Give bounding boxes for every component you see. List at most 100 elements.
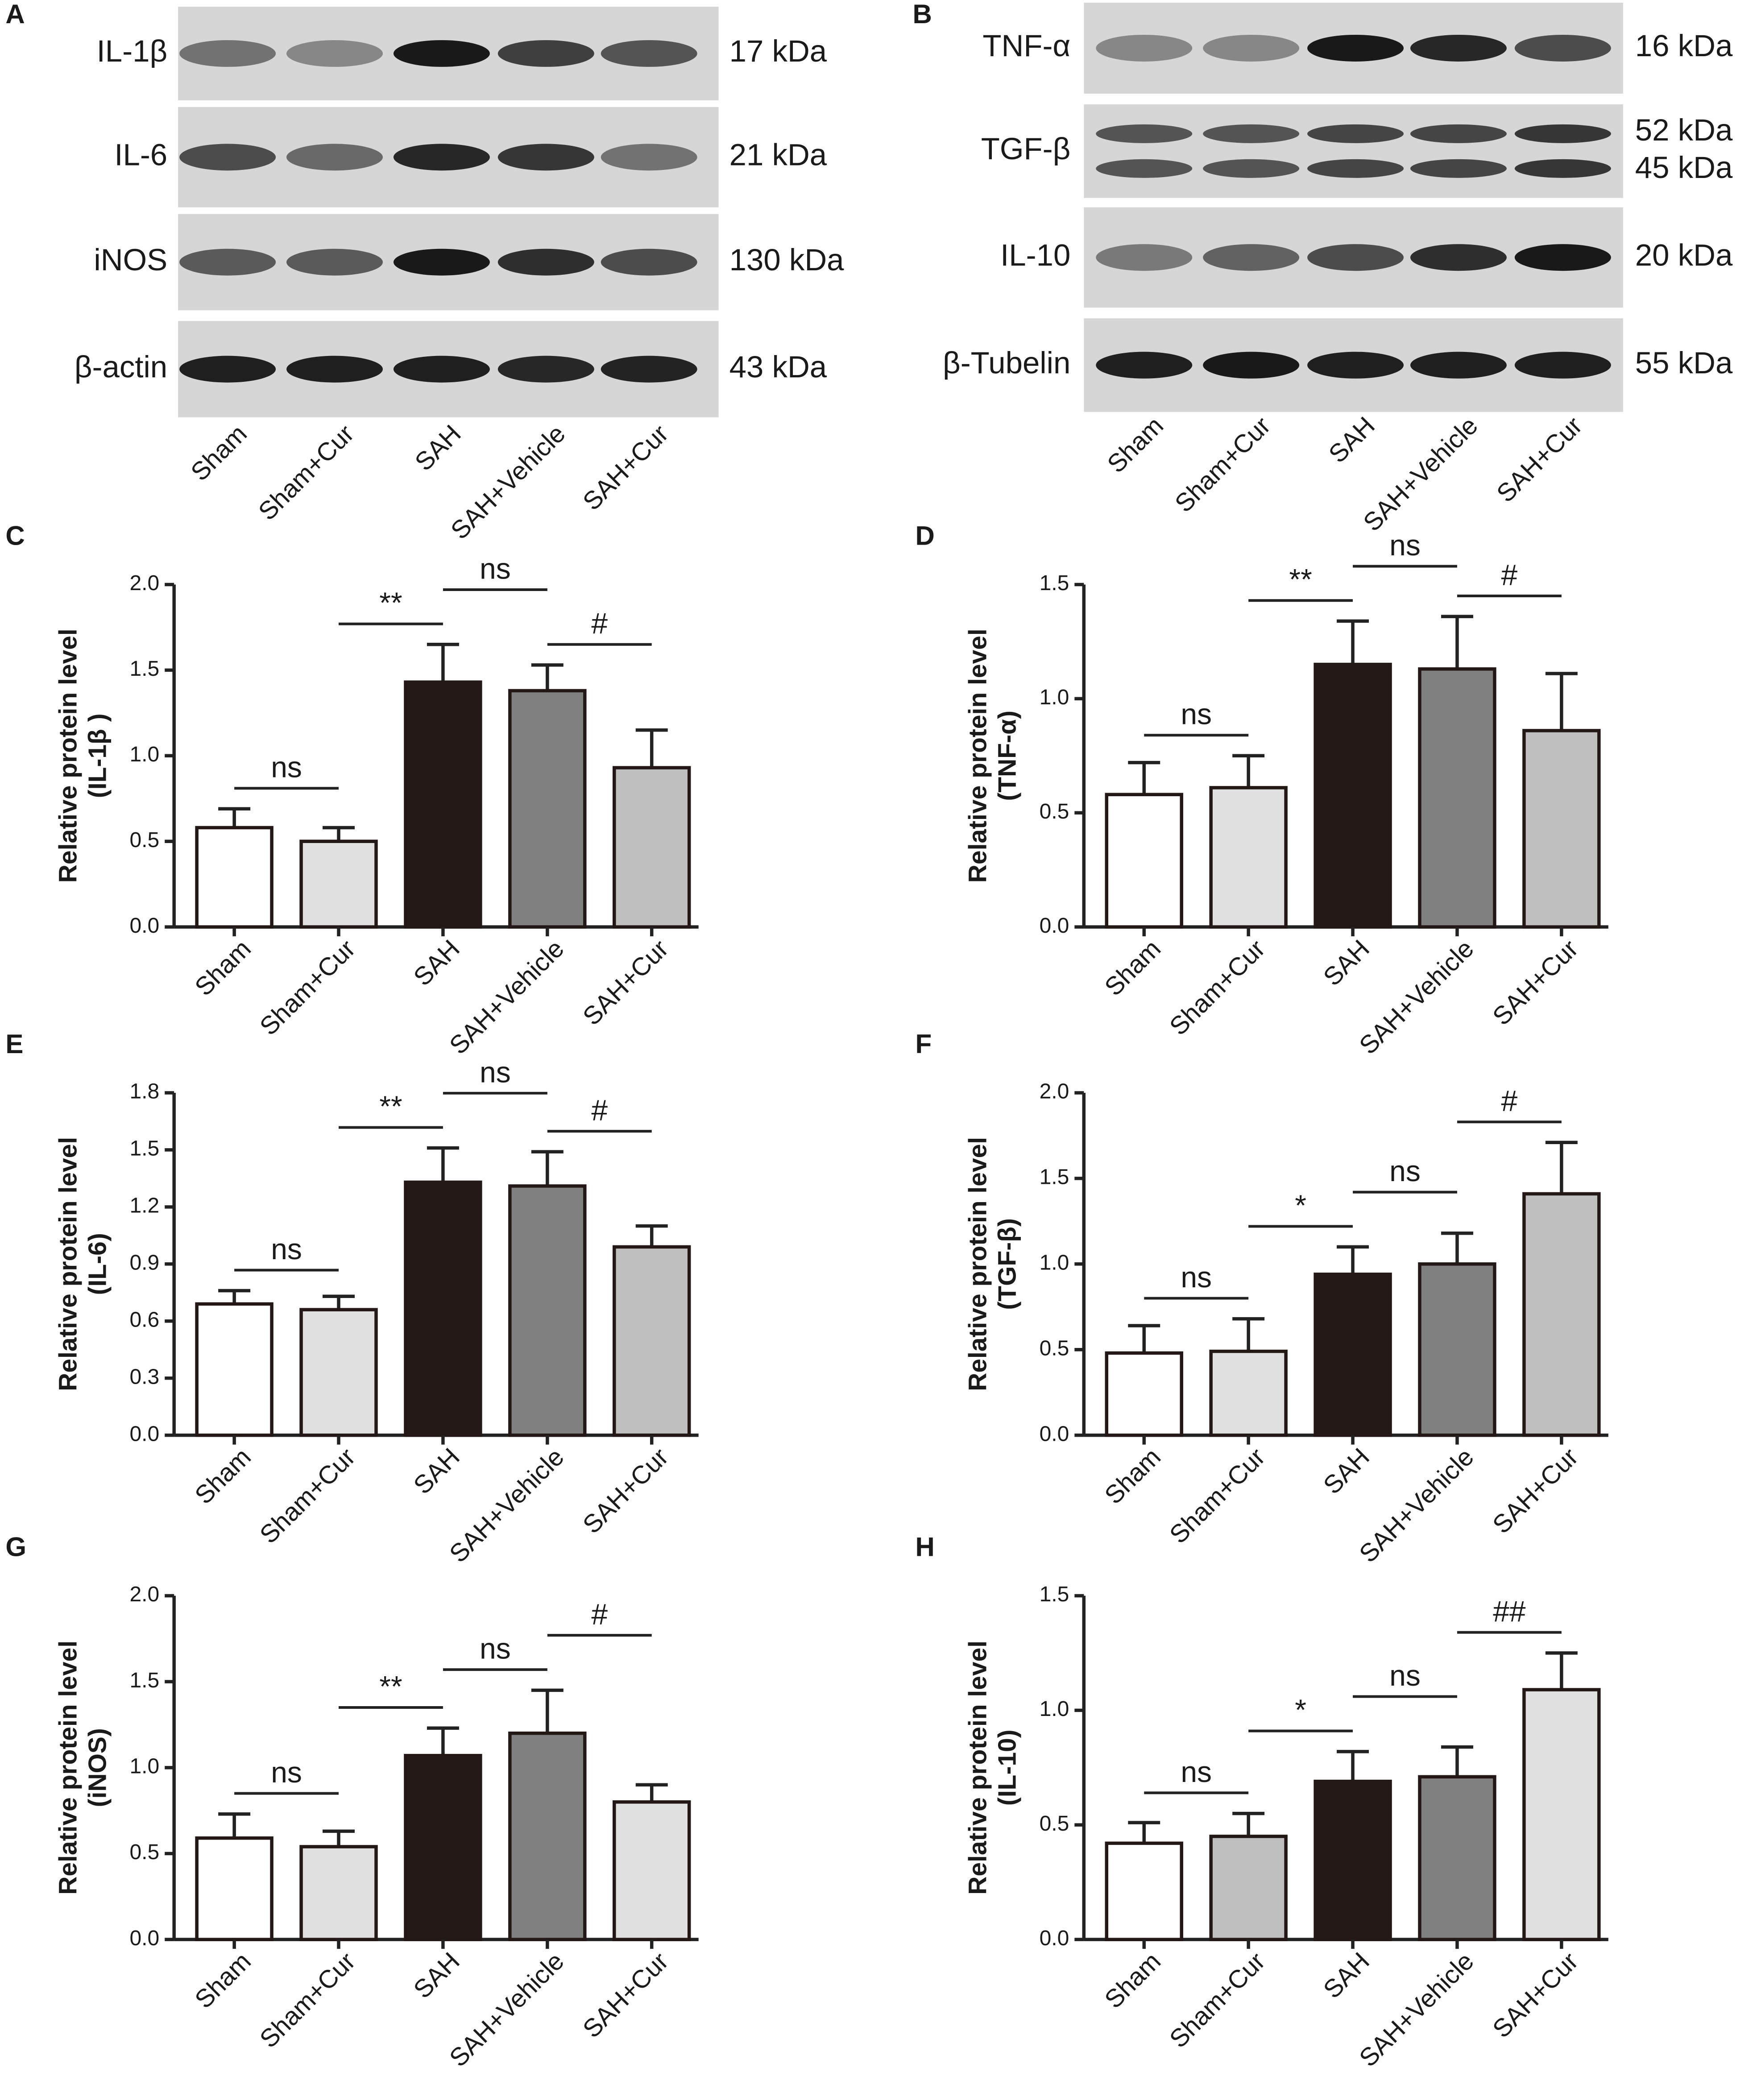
x-tick-label: Sham+Cur	[254, 1443, 361, 1549]
y-tick-label: 0.0	[129, 1926, 159, 1950]
y-tick-label: 0.6	[129, 1308, 159, 1331]
lane-label: SAH+Cur	[1491, 411, 1588, 508]
bar	[508, 689, 587, 929]
size-label: 43 kDa	[729, 350, 827, 384]
bar	[404, 680, 482, 929]
blot-band	[601, 40, 697, 67]
y-axis-label: Relative protein level	[54, 628, 82, 883]
significance-label: #	[591, 1094, 608, 1127]
y-tick-label: 0.5	[129, 828, 159, 852]
bar	[508, 1184, 587, 1437]
bar	[1418, 667, 1496, 929]
blot-band	[179, 356, 276, 383]
significance-label: ns	[271, 1232, 302, 1265]
y-tick-label: 1.5	[1040, 571, 1069, 595]
blot-band	[1307, 244, 1404, 271]
x-tick-label: SAH	[408, 1443, 465, 1500]
y-tick-label: 0.3	[129, 1365, 159, 1389]
bar	[1522, 1688, 1601, 1941]
y-axis-label: (iNOS)	[83, 1728, 112, 1807]
blot-band	[1307, 124, 1404, 143]
significance-label: #	[1501, 558, 1518, 591]
blot-band	[1203, 244, 1300, 271]
panel-letter: B	[912, 0, 932, 29]
y-tick-label: 0.0	[129, 914, 159, 938]
bar	[195, 1302, 273, 1437]
bar	[404, 1180, 482, 1437]
y-tick-label: 1.5	[129, 1137, 159, 1161]
blot-band	[1514, 124, 1611, 143]
size-label: 45 kDa	[1635, 150, 1733, 185]
blot-band	[497, 356, 594, 383]
blot-band	[286, 248, 383, 276]
blot-band	[393, 40, 490, 67]
blot-band	[1514, 244, 1611, 271]
x-tick-label: Sham	[189, 934, 256, 1001]
bar	[1209, 1835, 1288, 1941]
significance-label: #	[1501, 1084, 1518, 1117]
blot-band	[497, 248, 594, 276]
significance-label: ns	[1389, 1659, 1421, 1692]
size-label: 130 kDa	[729, 243, 845, 277]
significance-label: ##	[1493, 1595, 1526, 1628]
significance-label: ns	[1181, 1755, 1212, 1788]
blot-band	[1203, 34, 1300, 62]
panel-letter: G	[5, 1532, 26, 1562]
y-tick-label: 0.5	[1040, 800, 1069, 823]
significance-label: ns	[271, 1756, 302, 1789]
x-tick-label: SAH+Cur	[1487, 1443, 1584, 1539]
y-tick-label: 0.0	[1040, 1422, 1069, 1446]
blot-band	[1514, 34, 1611, 62]
x-tick-label: Sham	[1099, 1947, 1166, 2014]
blot-band	[1203, 124, 1300, 143]
y-tick-label: 2.0	[129, 1583, 159, 1606]
x-tick-label: SAH+Cur	[1487, 934, 1584, 1031]
y-axis-label: Relative protein level	[963, 1137, 992, 1391]
bar	[1105, 1841, 1183, 1941]
blot-band	[179, 248, 276, 276]
x-tick-label: SAH	[1318, 1947, 1375, 2004]
significance-label: ns	[1181, 1261, 1212, 1294]
y-axis-label: (IL-1β )	[83, 713, 112, 798]
y-tick-label: 1.0	[1040, 1251, 1069, 1274]
y-axis-label: (IL-10)	[993, 1729, 1021, 1806]
size-label: 21 kDa	[729, 138, 827, 172]
bar	[1314, 662, 1392, 929]
bar	[404, 1754, 482, 1941]
x-tick-label: Sham+Cur	[1164, 1443, 1271, 1549]
bar	[299, 1308, 378, 1437]
bar	[613, 1800, 691, 1941]
blot-band	[1096, 159, 1193, 178]
bar	[508, 1732, 587, 1941]
x-tick-label: Sham	[189, 1947, 256, 2014]
y-tick-label: 1.8	[129, 1080, 159, 1104]
y-axis-label: (TNF-α)	[993, 711, 1021, 801]
lane-label: SAH	[1323, 411, 1380, 468]
bar	[1418, 1775, 1496, 1941]
x-tick-label: SAH+Cur	[577, 1443, 674, 1539]
significance-label: ns	[1389, 529, 1421, 562]
y-axis-label: Relative protein level	[963, 628, 992, 883]
blot-band	[393, 356, 490, 383]
bar	[195, 826, 273, 929]
size-label: 17 kDa	[729, 34, 827, 68]
blot-band	[1410, 124, 1507, 143]
y-tick-label: 1.0	[129, 743, 159, 766]
size-label: 52 kDa	[1635, 113, 1733, 147]
y-tick-label: 1.0	[1040, 1697, 1069, 1721]
bar	[1105, 1351, 1183, 1437]
y-tick-label: 0.5	[1040, 1812, 1069, 1835]
x-tick-label: Sham+Cur	[1164, 934, 1271, 1041]
bar	[195, 1836, 273, 1941]
significance-label: **	[1289, 563, 1312, 596]
y-tick-label: 1.5	[1040, 1583, 1069, 1606]
y-axis-label: Relative protein level	[54, 1137, 82, 1391]
panel-letter: F	[915, 1029, 932, 1059]
blot-band	[286, 40, 383, 67]
blot-band	[497, 40, 594, 67]
x-tick-label: Sham+Cur	[254, 1947, 361, 2054]
protein-label: IL-10	[1000, 238, 1070, 272]
x-tick-label: SAH	[1318, 934, 1375, 992]
y-tick-label: 1.0	[129, 1754, 159, 1778]
